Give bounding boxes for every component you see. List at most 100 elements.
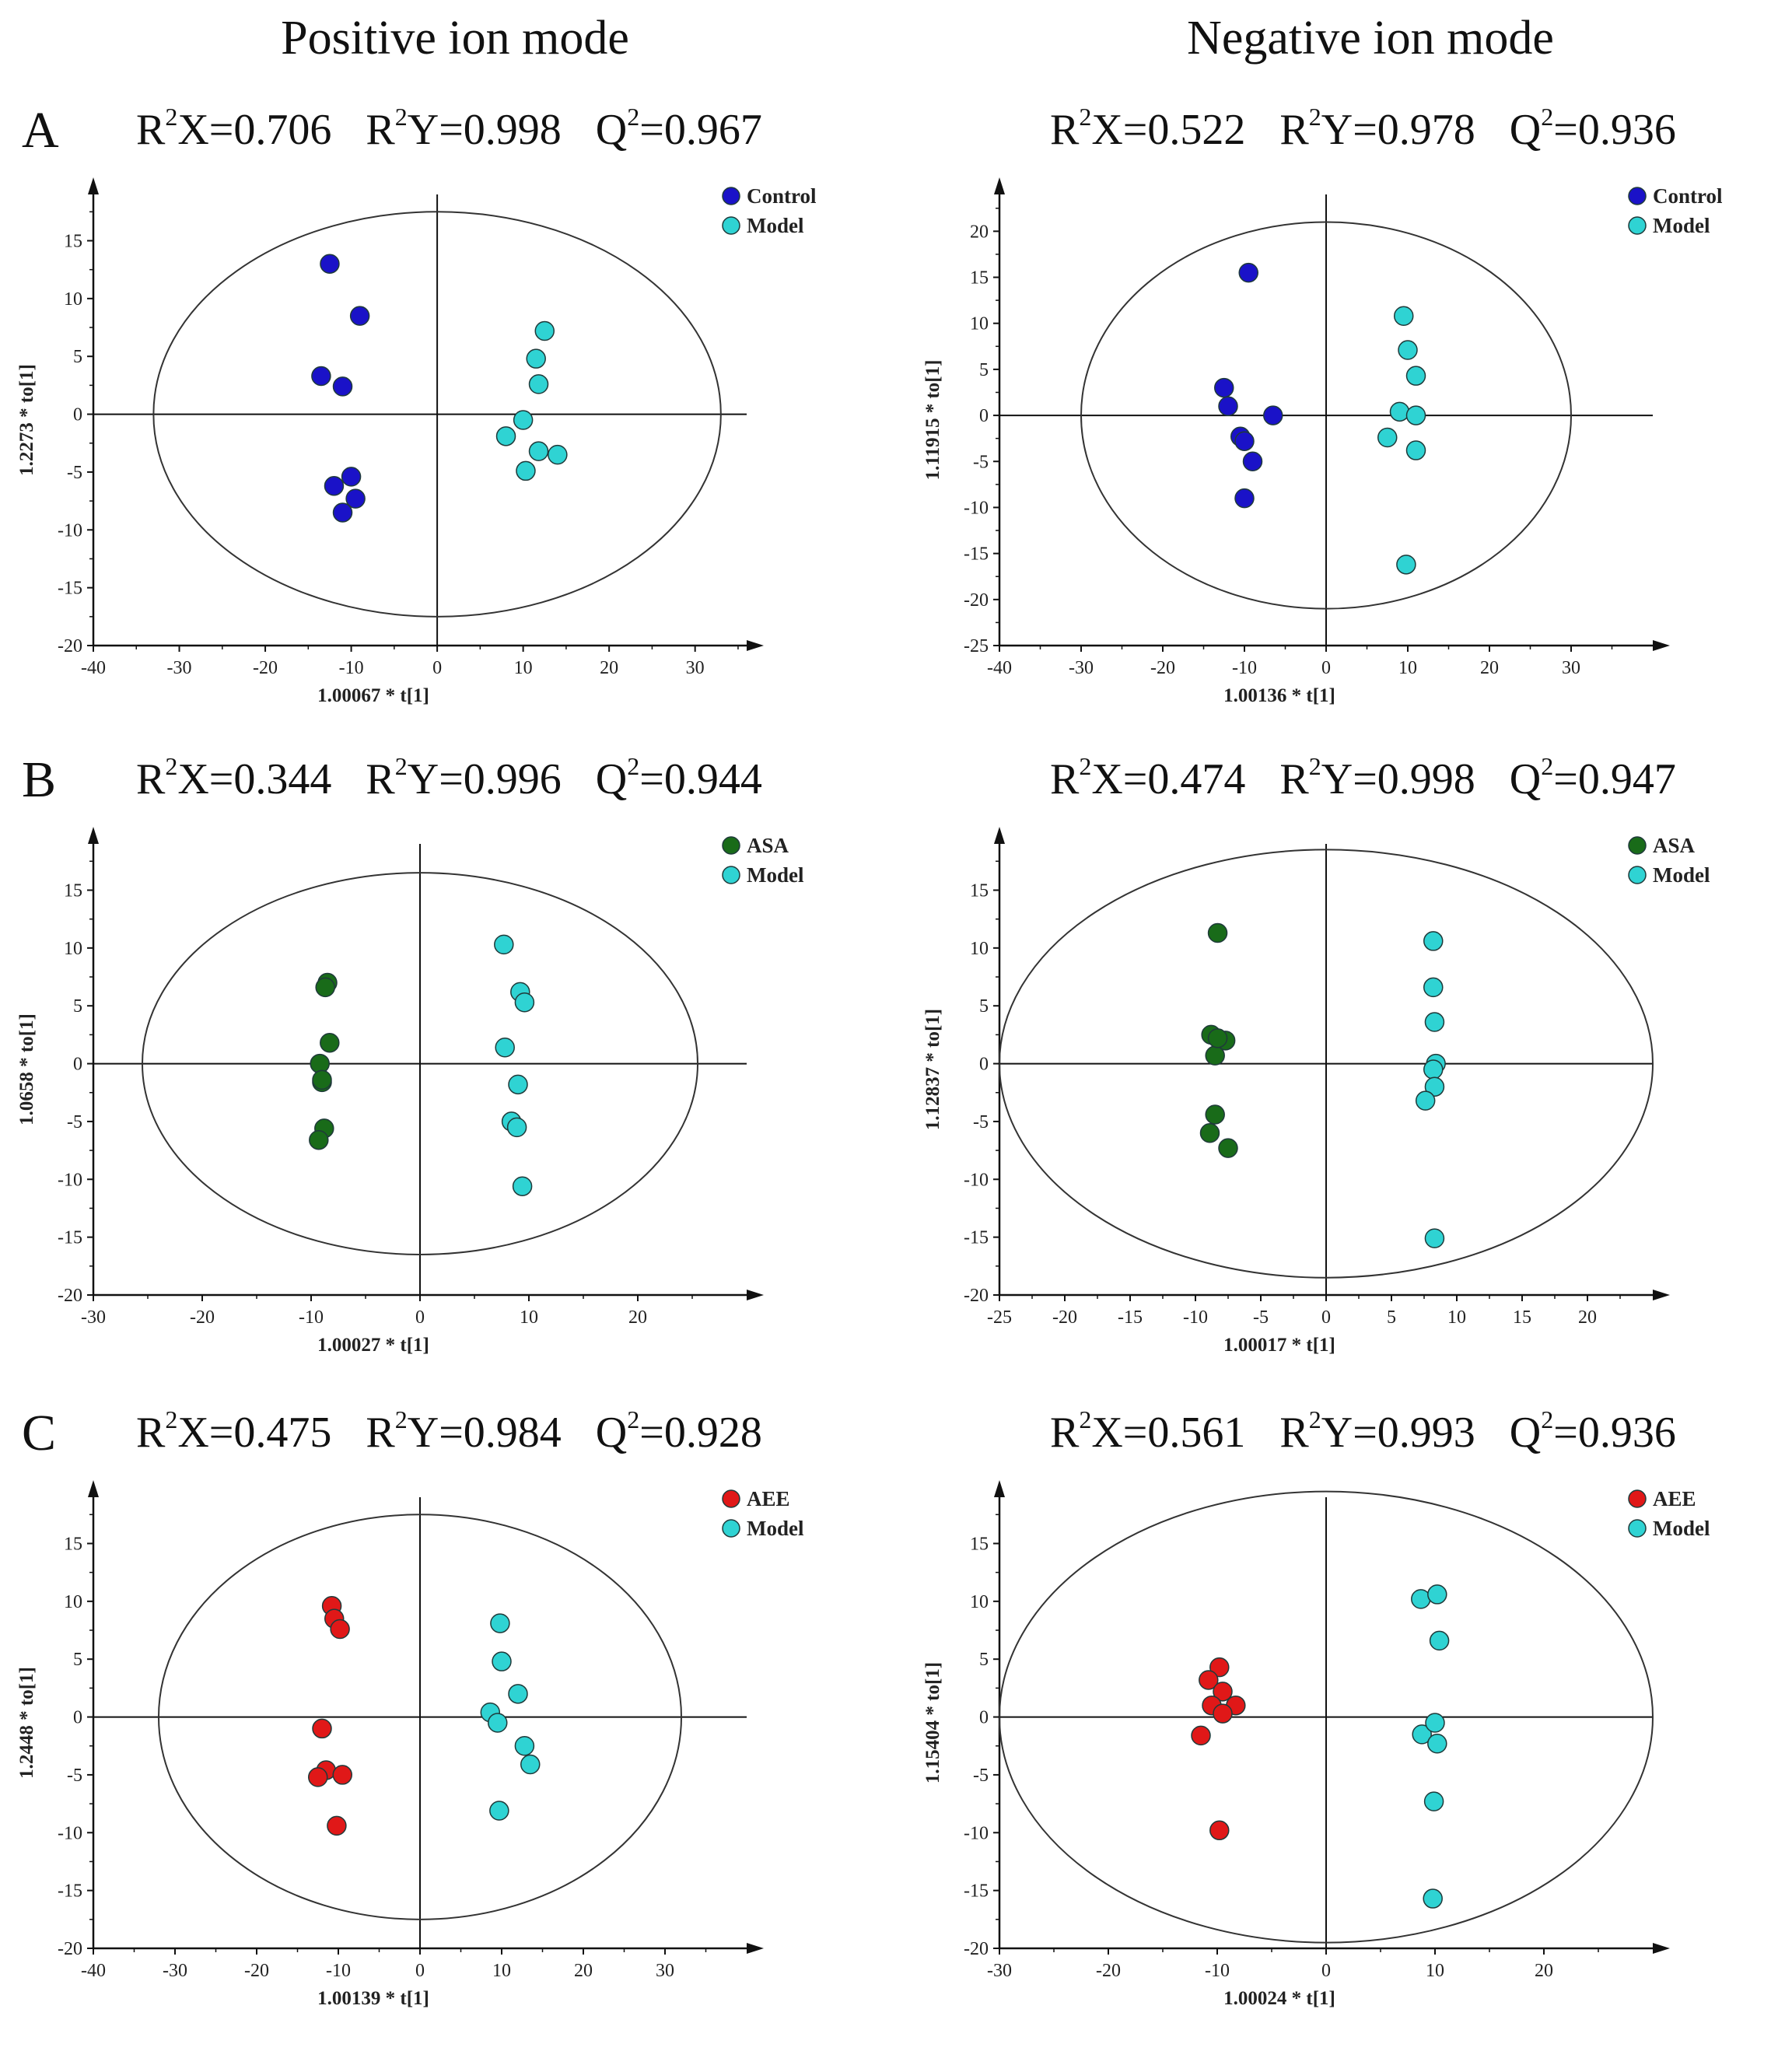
negative-ion-mode-title: Negative ion mode xyxy=(1187,12,1554,65)
x-axis-arrow xyxy=(1653,640,1670,651)
data-point xyxy=(1263,405,1283,425)
confidence-ellipse xyxy=(158,1514,682,1920)
y-tick-label: -20 xyxy=(964,1939,989,1959)
y-axis-title: 1.2273 * to[1] xyxy=(16,364,37,476)
y-tick-label: -5 xyxy=(67,1766,82,1786)
q2-stat: Q2=0.936 xyxy=(1509,1405,1676,1457)
x-tick-label: 10 xyxy=(1426,1961,1444,1981)
y-axis-title: 1.12837 * to[1] xyxy=(922,1009,943,1130)
data-point xyxy=(1242,451,1263,472)
legend-label: ASA xyxy=(747,834,789,857)
data-point xyxy=(1213,1682,1233,1702)
x-tick-label: 30 xyxy=(686,658,705,678)
y-tick-label: -15 xyxy=(964,544,989,565)
y-tick-label: 15 xyxy=(64,880,82,901)
legend-marker xyxy=(1628,216,1647,235)
q2-stat: Q2=0.928 xyxy=(595,1405,762,1457)
data-point xyxy=(1398,340,1418,360)
data-point xyxy=(508,1684,528,1704)
y-tick-label: 10 xyxy=(64,939,82,959)
data-point xyxy=(1427,1584,1447,1605)
y-axis-arrow xyxy=(88,177,99,194)
data-point xyxy=(1218,396,1238,416)
y-tick-label: -20 xyxy=(964,1286,989,1306)
scores-plot-a-negative: -40 -30 -20 -10 0 10 20 30 -25 -20 -15 -10 -5 0 5 10 15 2… xyxy=(906,171,1762,762)
data-point xyxy=(1412,1724,1432,1745)
data-point xyxy=(1424,1076,1445,1097)
x-tick-label: 0 xyxy=(1321,1961,1331,1981)
legend-label: Model xyxy=(1653,214,1710,237)
y-tick-label: -10 xyxy=(58,520,82,541)
y-tick-label: -20 xyxy=(58,636,82,656)
data-point xyxy=(492,1651,512,1671)
legend-label: Model xyxy=(747,1517,804,1540)
data-point xyxy=(514,992,535,1013)
data-point xyxy=(1411,1589,1431,1609)
r2x-stat: R2X=0.474 xyxy=(1050,752,1246,803)
data-point xyxy=(508,1074,528,1095)
y-tick-label: 5 xyxy=(979,1650,989,1670)
data-point xyxy=(489,1801,509,1821)
y-tick-label: 15 xyxy=(64,231,82,251)
x-tick-label: 5 xyxy=(1387,1307,1396,1328)
data-point xyxy=(1191,1725,1211,1746)
data-point xyxy=(332,1765,352,1785)
data-point xyxy=(1199,1123,1220,1143)
y-tick-label: 5 xyxy=(73,347,82,367)
x-axis-arrow xyxy=(747,1943,764,1954)
data-point xyxy=(1377,427,1398,448)
data-point xyxy=(1205,1045,1225,1066)
data-point xyxy=(1209,1820,1230,1841)
x-tick-label: -40 xyxy=(81,658,106,678)
x-tick-label: -30 xyxy=(1069,658,1094,678)
y-tick-label: 0 xyxy=(73,1708,82,1728)
data-point xyxy=(1234,488,1255,509)
stats-c-negative: R2X=0.561 R2Y=0.993 Q2=0.936 xyxy=(1050,1405,1699,1458)
data-point xyxy=(1415,1090,1436,1111)
legend-label: AEE xyxy=(747,1487,790,1510)
r2y-stat: R2Y=0.978 xyxy=(1279,103,1475,154)
legend-marker xyxy=(722,216,740,235)
y-tick-label: 20 xyxy=(970,222,989,242)
data-point xyxy=(320,254,340,274)
x-axis-arrow xyxy=(747,640,764,651)
x-tick-label: -40 xyxy=(81,1961,106,1981)
y-axis-arrow xyxy=(994,177,1005,194)
x-tick-label: 0 xyxy=(415,1307,425,1328)
y-axis-arrow xyxy=(88,1480,99,1497)
row-letter-b: B xyxy=(22,751,57,808)
r2y-stat: R2Y=0.984 xyxy=(366,1405,562,1457)
x-tick-label: 0 xyxy=(432,658,442,678)
x-tick-label: 30 xyxy=(656,1961,674,1981)
legend-marker xyxy=(722,1489,740,1508)
data-point xyxy=(526,348,546,369)
x-tick-label: -20 xyxy=(244,1961,269,1981)
data-point xyxy=(528,374,549,394)
y-tick-label: 15 xyxy=(970,268,989,289)
legend-marker xyxy=(722,1519,740,1538)
data-point xyxy=(1424,1012,1445,1032)
legend-marker xyxy=(722,187,740,205)
confidence-ellipse xyxy=(152,211,722,618)
data-point xyxy=(1396,555,1416,575)
x-tick-label: -15 xyxy=(1118,1307,1143,1328)
y-axis-arrow xyxy=(994,827,1005,844)
data-point xyxy=(1214,377,1234,398)
data-point xyxy=(332,502,353,523)
stats-b-negative: R2X=0.474 R2Y=0.998 Q2=0.947 xyxy=(1050,752,1699,804)
scores-plot-svg: -25 -20 -15 -10 -5 0 5 10 15 20-20-15-10-50510151… xyxy=(922,827,1710,1356)
data-point xyxy=(324,476,345,496)
data-point xyxy=(488,1713,508,1733)
data-point xyxy=(345,488,366,509)
y-tick-label: -10 xyxy=(58,1170,82,1190)
x-axis-title: 1.00024 * t[1] xyxy=(1223,1988,1335,2009)
legend-label: ASA xyxy=(1653,834,1696,857)
stats-a-negative: R2X=0.522 R2Y=0.978 Q2=0.936 xyxy=(1050,103,1699,155)
y-tick-label: 15 xyxy=(64,1534,82,1554)
r2x-stat: R2X=0.475 xyxy=(136,1405,332,1457)
y-tick-label: 5 xyxy=(73,1650,82,1670)
confidence-ellipse xyxy=(1080,221,1572,610)
r2x-stat: R2X=0.706 xyxy=(136,103,332,154)
data-point xyxy=(512,1176,533,1196)
